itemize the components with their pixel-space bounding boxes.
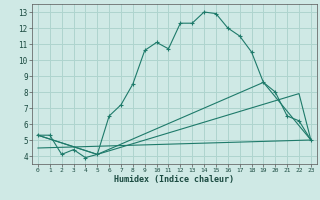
X-axis label: Humidex (Indice chaleur): Humidex (Indice chaleur): [115, 175, 234, 184]
